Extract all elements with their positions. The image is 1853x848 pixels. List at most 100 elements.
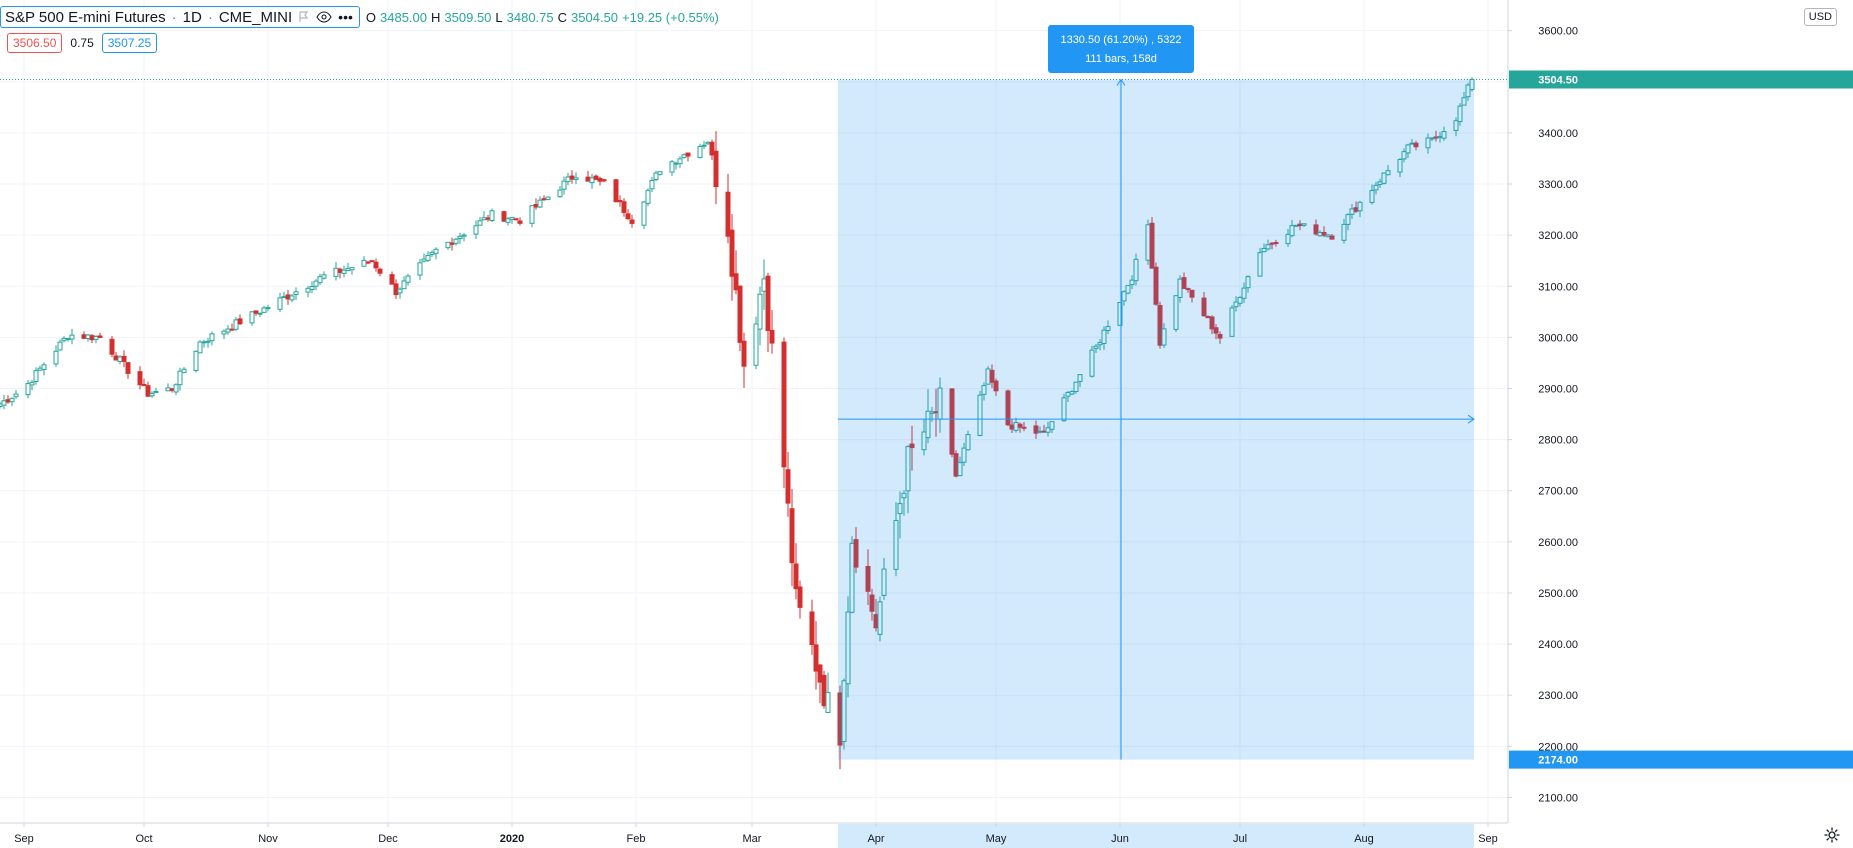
candle-body bbox=[29, 381, 35, 386]
measure-label-bars: 111 bars, 158d bbox=[1085, 53, 1157, 65]
symbol-title[interactable]: S&P 500 E-mini Futures · 1D · CME_MINI •… bbox=[0, 6, 360, 28]
time-tick-label: 2020 bbox=[500, 833, 524, 845]
candle-body bbox=[453, 238, 459, 244]
price-tick-label: 2100.00 bbox=[1538, 792, 1578, 804]
candle-body bbox=[13, 393, 19, 398]
candle-body bbox=[1157, 305, 1163, 346]
candle-body bbox=[589, 177, 595, 184]
price-axis-marker bbox=[1509, 750, 1853, 769]
measure-arrow-up bbox=[1116, 78, 1126, 86]
price-axis[interactable]: 2100.00 2200.00 2300.00 2400.00 2500.00 2600.… bbox=[1507, 0, 1853, 823]
candle-body bbox=[205, 340, 211, 343]
bid-button[interactable]: 3506.50 bbox=[7, 33, 63, 53]
open-label: O bbox=[365, 9, 377, 25]
candles bbox=[0, 76, 1508, 770]
separator: · bbox=[171, 8, 177, 26]
separator: · bbox=[207, 8, 213, 26]
candle-body bbox=[1125, 285, 1131, 294]
candle-body bbox=[1461, 97, 1467, 106]
candle-body bbox=[1089, 349, 1095, 377]
candle-body bbox=[1033, 425, 1039, 434]
candle-body bbox=[1201, 297, 1207, 317]
price-tick-label: 2500.00 bbox=[1538, 588, 1578, 600]
candle-body bbox=[53, 350, 59, 365]
candle-body bbox=[1453, 120, 1459, 131]
candle-body bbox=[849, 542, 855, 613]
candle-body bbox=[1133, 258, 1139, 282]
candle-body bbox=[37, 367, 43, 371]
candle-body bbox=[1469, 78, 1475, 90]
time-axis[interactable]: Sep Oct Nov Dec 2020 Feb Mar Apr May Jun Jul Aug Sep bbox=[0, 822, 1508, 848]
candle-body bbox=[1237, 296, 1243, 304]
candle-body bbox=[677, 158, 683, 165]
candle-body bbox=[1153, 266, 1159, 305]
candle-body bbox=[853, 539, 859, 568]
candle-body bbox=[429, 251, 435, 255]
price-tick-label: 3200.00 bbox=[1538, 230, 1578, 242]
candle-body bbox=[65, 337, 71, 340]
candle-body bbox=[61, 337, 67, 342]
candle-body bbox=[757, 293, 763, 330]
candle-body bbox=[1, 400, 7, 406]
candle-body bbox=[89, 335, 95, 341]
candle-body bbox=[909, 443, 915, 449]
candle-body bbox=[85, 334, 91, 340]
candle-body bbox=[673, 162, 679, 165]
candle-body bbox=[249, 311, 255, 324]
candle-body bbox=[1129, 279, 1135, 286]
candle-body bbox=[377, 268, 383, 274]
candle-body bbox=[93, 336, 99, 340]
measure-tool[interactable]: 1330.50 (61.20%) , 5322 111 bars, 158d bbox=[838, 25, 1475, 760]
candle-body bbox=[569, 175, 575, 180]
candle-body bbox=[545, 196, 551, 200]
candle-body bbox=[489, 210, 495, 222]
candle-body bbox=[169, 388, 175, 391]
candle-body bbox=[1101, 329, 1107, 345]
high-label: H bbox=[431, 9, 441, 25]
candle-body bbox=[641, 201, 647, 226]
more-icon[interactable]: ••• bbox=[338, 9, 353, 25]
candle-body bbox=[585, 176, 591, 182]
candle-body bbox=[1397, 159, 1403, 173]
candle-body bbox=[1313, 224, 1319, 235]
candle-body bbox=[229, 328, 235, 331]
low-value: 3480.75 bbox=[506, 9, 554, 25]
time-tick-label: Jul bbox=[1233, 833, 1247, 845]
candle-body bbox=[1181, 277, 1187, 289]
candle-body bbox=[529, 205, 535, 224]
candle-body bbox=[173, 384, 179, 393]
eye-icon[interactable] bbox=[316, 11, 332, 23]
ask-button[interactable]: 3507.25 bbox=[101, 33, 158, 53]
candle-body bbox=[1341, 223, 1347, 241]
candle-body bbox=[1425, 137, 1431, 149]
candle-body bbox=[1321, 231, 1327, 236]
candle-body bbox=[517, 220, 523, 224]
gear-icon[interactable] bbox=[1823, 826, 1841, 844]
candle-body bbox=[1105, 326, 1111, 331]
candle-body bbox=[69, 334, 75, 340]
candle-body bbox=[197, 341, 203, 354]
candle-body bbox=[265, 307, 271, 310]
candle-body bbox=[1217, 334, 1223, 339]
candle-body bbox=[765, 275, 771, 331]
candle-body bbox=[809, 611, 815, 646]
candle-body bbox=[221, 330, 227, 335]
candle-body bbox=[753, 323, 759, 366]
price-axis-marker-label: 3504.50 bbox=[1538, 74, 1578, 86]
measure-arrow-right bbox=[1467, 414, 1475, 424]
currency-button[interactable]: USD bbox=[1803, 8, 1837, 26]
candle-body bbox=[121, 355, 127, 362]
candle-body bbox=[201, 341, 207, 344]
candle-body bbox=[1213, 327, 1219, 334]
flag-icon[interactable] bbox=[298, 11, 310, 23]
candle-body bbox=[1413, 142, 1419, 148]
candle-body bbox=[57, 341, 63, 351]
candle-body bbox=[949, 388, 955, 455]
candle-body bbox=[485, 217, 491, 220]
price-tick-label: 3300.00 bbox=[1538, 179, 1578, 191]
candle-body bbox=[881, 568, 887, 596]
candle-body bbox=[793, 563, 799, 590]
candle-body bbox=[785, 469, 791, 504]
candle-body bbox=[965, 434, 971, 451]
